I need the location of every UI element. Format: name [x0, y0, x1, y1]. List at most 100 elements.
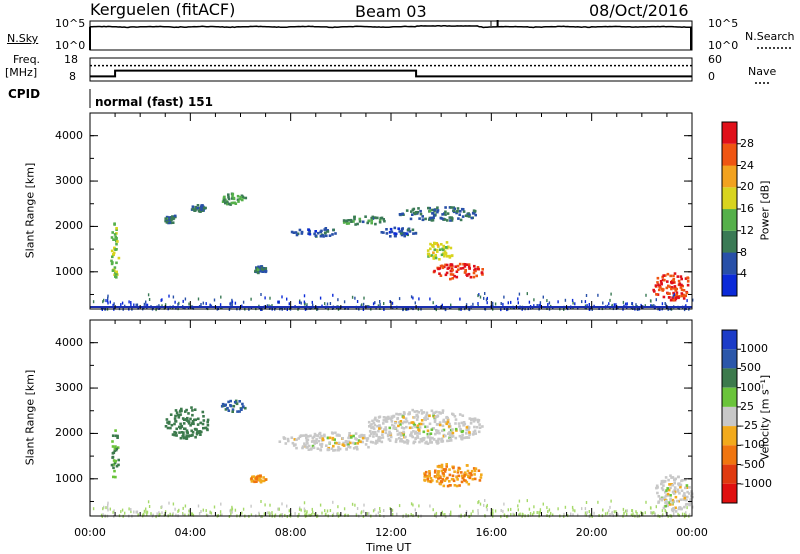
near-range-scatter: [332, 500, 334, 504]
data-cell: [666, 492, 670, 496]
near-range-scatter: [677, 512, 679, 516]
data-cell: [437, 267, 440, 271]
data-cell: [259, 478, 262, 482]
data-cell: [467, 482, 471, 486]
data-cell: [319, 443, 322, 446]
data-cell: [465, 428, 468, 432]
data-cell: [347, 443, 350, 446]
data-cell: [432, 245, 435, 248]
station-title: Kerguelen (fitACF): [90, 0, 236, 19]
near-range-scatter: [389, 300, 391, 303]
data-cell: [185, 434, 188, 437]
data-cell: [428, 480, 432, 483]
data-cell: [458, 213, 461, 216]
data-cell: [402, 430, 405, 434]
data-cell: [660, 486, 664, 490]
data-cell: [421, 422, 425, 426]
data-cell: [427, 474, 431, 477]
nsearch-tick-top: 10^5: [708, 17, 739, 30]
data-cell: [337, 447, 341, 451]
near-range-scatter: [617, 513, 619, 517]
near-range-scatter: [374, 508, 376, 512]
data-cell: [380, 231, 384, 234]
near-range-scatter: [174, 300, 176, 304]
near-range-scatter: [441, 510, 443, 514]
data-cell: [401, 440, 405, 443]
near-range-scatter: [277, 507, 279, 511]
data-cell: [657, 283, 660, 287]
near-range-scatter: [622, 300, 625, 304]
near-range-scatter: [339, 513, 341, 517]
near-range-scatter: [651, 511, 653, 515]
data-cell: [229, 399, 232, 403]
near-range-scatter: [642, 512, 644, 516]
freq-label-top: Freq.: [13, 53, 41, 66]
data-cell: [672, 491, 676, 495]
data-cell: [255, 480, 258, 483]
data-cell: [185, 429, 189, 432]
data-cell: [440, 429, 444, 433]
data-cell: [446, 439, 449, 443]
data-cell: [430, 409, 434, 413]
data-cell: [468, 215, 471, 218]
near-range-scatter: [263, 512, 266, 516]
data-cell: [419, 422, 423, 426]
velocity-colorbar-swatch: [722, 445, 737, 465]
data-cell: [430, 441, 433, 444]
near-range-scatter: [152, 513, 154, 517]
near-range-scatter: [161, 511, 163, 515]
near-range-scatter: [250, 297, 252, 301]
near-range-scatter: [479, 502, 482, 506]
data-cell: [164, 425, 168, 428]
near-range-scatter: [402, 515, 404, 519]
near-range-scatter: [351, 502, 354, 506]
data-cell: [332, 228, 335, 232]
data-cell: [444, 206, 447, 209]
data-cell: [333, 438, 336, 441]
near-range-scatter: [250, 504, 252, 508]
data-cell: [377, 420, 380, 423]
near-range-scatter: [230, 508, 232, 512]
near-range-scatter: [361, 303, 363, 307]
data-cell: [436, 210, 439, 214]
near-range-scatter: [518, 513, 520, 517]
data-cell: [335, 441, 338, 445]
near-range-scatter: [529, 512, 532, 515]
near-range-scatter: [506, 308, 508, 312]
data-cell: [452, 209, 455, 212]
data-cell: [112, 238, 115, 241]
near-range-scatter: [130, 510, 132, 514]
near-range-scatter: [288, 306, 291, 310]
data-cell: [405, 209, 409, 212]
near-range-scatter: [169, 512, 171, 516]
near-range-scatter: [532, 513, 534, 517]
data-cell: [478, 479, 482, 482]
data-cell: [362, 434, 366, 437]
near-range-scatter: [584, 300, 587, 304]
data-cell: [394, 421, 397, 425]
near-range-scatter: [377, 304, 380, 308]
date-title: 08/Oct/2016: [589, 1, 689, 20]
data-cell: [474, 467, 478, 470]
data-cell: [371, 419, 374, 423]
y-tick-label: 3000: [55, 174, 83, 188]
data-cell: [446, 267, 450, 270]
near-range-scatter: [539, 508, 542, 512]
near-range-scatter: [539, 301, 542, 305]
near-range-scatter: [242, 300, 245, 304]
near-range-scatter: [597, 293, 599, 297]
near-range-scatter: [109, 300, 111, 304]
data-cell: [462, 479, 466, 482]
near-range-scatter: [137, 513, 139, 517]
near-range-scatter: [241, 511, 243, 515]
near-range-scatter: [653, 306, 656, 310]
data-cell: [227, 409, 231, 412]
near-range-scatter: [442, 513, 444, 517]
near-range-scatter: [102, 513, 104, 517]
data-cell: [453, 470, 456, 473]
data-cell: [305, 446, 308, 449]
nave-legend-dots: [755, 82, 769, 84]
data-cell: [292, 444, 296, 447]
near-range-scatter: [512, 512, 514, 516]
data-cell: [385, 232, 389, 235]
